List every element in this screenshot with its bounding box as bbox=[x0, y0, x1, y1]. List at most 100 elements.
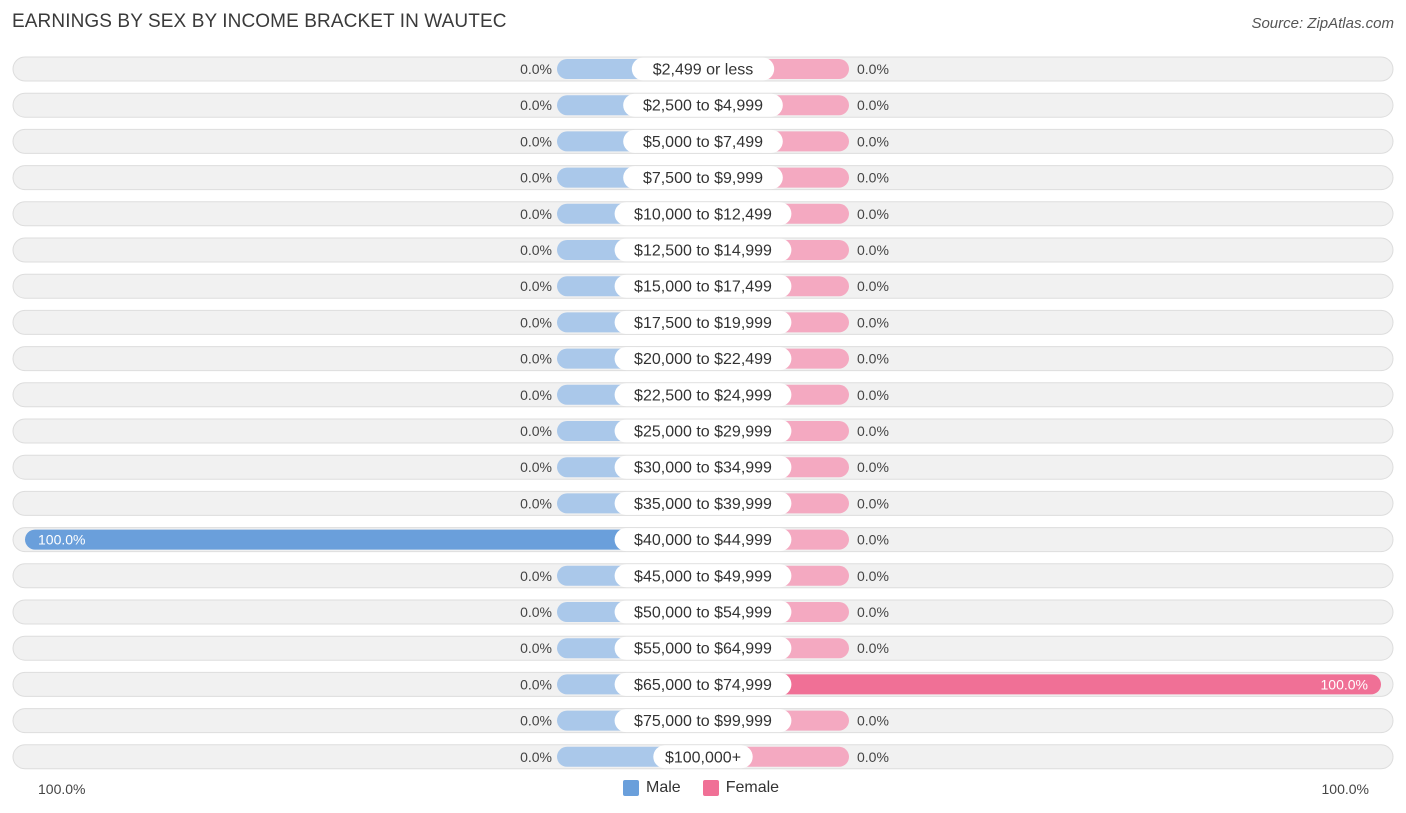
male-value-label: 0.0% bbox=[520, 713, 552, 729]
category-label: $45,000 to $49,999 bbox=[634, 568, 772, 585]
female-value-label: 0.0% bbox=[857, 351, 889, 367]
category-label: $35,000 to $39,999 bbox=[634, 496, 772, 513]
female-value-label: 0.0% bbox=[857, 423, 889, 439]
category-label: $100,000+ bbox=[665, 749, 741, 766]
category-label: $10,000 to $12,499 bbox=[634, 206, 772, 223]
legend-swatch-female bbox=[702, 780, 719, 796]
source-label: Source: ZipAtlas.com bbox=[1251, 15, 1394, 32]
chart-title: EARNINGS BY SEX BY INCOME BRACKET IN WAU… bbox=[12, 11, 507, 32]
category-label: $50,000 to $54,999 bbox=[634, 605, 772, 622]
category-label-box bbox=[614, 709, 792, 733]
category-label: $7,500 to $9,999 bbox=[643, 170, 763, 187]
category-label: $65,000 to $74,999 bbox=[634, 677, 772, 694]
female-value-label: 100.0% bbox=[1321, 676, 1368, 692]
bar-row: 0.0% 0.0% $25,000 to $29,999 bbox=[12, 418, 1394, 444]
female-value-label: 0.0% bbox=[857, 387, 889, 403]
female-value-label: 0.0% bbox=[857, 568, 889, 584]
legend-item-male: Male bbox=[623, 779, 681, 797]
category-label: $55,000 to $64,999 bbox=[634, 641, 772, 658]
category-label-box bbox=[614, 636, 792, 660]
bar-row: 0.0% 0.0% $22,500 to $24,999 bbox=[12, 382, 1394, 408]
category-label: $20,000 to $22,499 bbox=[634, 351, 772, 368]
female-value-label: 0.0% bbox=[857, 97, 889, 113]
category-label: $22,500 to $24,999 bbox=[634, 387, 772, 404]
bar-row: 0.0% 0.0% $15,000 to $17,499 bbox=[12, 273, 1394, 299]
category-label: $75,000 to $99,999 bbox=[634, 713, 772, 730]
legend-item-female: Female bbox=[702, 779, 780, 797]
category-label: $2,499 or less bbox=[653, 62, 754, 79]
category-label-box bbox=[614, 383, 792, 407]
male-value-label: 0.0% bbox=[520, 749, 552, 765]
male-value-label: 0.0% bbox=[520, 423, 552, 439]
bar-row: 0.0% 0.0% $5,000 to $7,499 bbox=[12, 128, 1394, 154]
category-label-box bbox=[653, 745, 753, 769]
female-value-label: 0.0% bbox=[857, 242, 889, 258]
bar-row: 0.0% 0.0% $2,500 to $4,999 bbox=[12, 92, 1394, 118]
category-label-box bbox=[614, 202, 792, 226]
category-label-box bbox=[614, 238, 792, 262]
male-value-label: 0.0% bbox=[520, 676, 552, 692]
bar-row: 0.0% 0.0% $10,000 to $12,499 bbox=[12, 201, 1394, 227]
category-label-box bbox=[614, 528, 792, 552]
male-value-label: 0.0% bbox=[520, 61, 552, 77]
bar-row: 0.0% 0.0% $45,000 to $49,999 bbox=[12, 563, 1394, 589]
bar-row: 100.0% 0.0% $40,000 to $44,999 bbox=[12, 527, 1394, 553]
legend: Male Female bbox=[623, 779, 779, 797]
male-value-label: 0.0% bbox=[520, 133, 552, 149]
bar-row: 0.0% 0.0% $75,000 to $99,999 bbox=[12, 708, 1394, 734]
female-value-label: 0.0% bbox=[857, 459, 889, 475]
bar-row: 0.0% 0.0% $7,500 to $9,999 bbox=[12, 165, 1394, 191]
female-value-label: 0.0% bbox=[857, 278, 889, 294]
category-label-box bbox=[614, 310, 792, 334]
legend-label-male: Male bbox=[646, 779, 681, 796]
category-label: $2,500 to $4,999 bbox=[643, 98, 763, 115]
bar-row: 0.0% 0.0% $17,500 to $19,999 bbox=[12, 309, 1394, 335]
male-value-label: 100.0% bbox=[38, 532, 85, 548]
male-value-label: 0.0% bbox=[520, 459, 552, 475]
category-label-box bbox=[614, 274, 792, 298]
category-label: $15,000 to $17,499 bbox=[634, 279, 772, 296]
male-value-label: 0.0% bbox=[520, 314, 552, 330]
legend-label-female: Female bbox=[725, 779, 780, 796]
male-value-label: 0.0% bbox=[520, 351, 552, 367]
bar-row: 0.0% 0.0% $30,000 to $34,999 bbox=[12, 454, 1394, 480]
category-label-box bbox=[631, 57, 775, 81]
female-value-label: 0.0% bbox=[857, 133, 889, 149]
male-value-label: 0.0% bbox=[520, 242, 552, 258]
bar-row: 0.0% 0.0% $100,000+ bbox=[12, 744, 1394, 770]
male-value-label: 0.0% bbox=[520, 604, 552, 620]
category-label-box bbox=[614, 491, 792, 515]
male-value-label: 0.0% bbox=[520, 278, 552, 294]
axis-left-label: 100.0% bbox=[38, 781, 86, 797]
category-label-box bbox=[623, 166, 783, 190]
male-value-label: 0.0% bbox=[520, 568, 552, 584]
bar-row: 0.0% 0.0% $12,500 to $14,999 bbox=[12, 237, 1394, 263]
category-label: $17,500 to $19,999 bbox=[634, 315, 772, 332]
female-value-label: 0.0% bbox=[857, 749, 889, 765]
category-label: $25,000 to $29,999 bbox=[634, 424, 772, 441]
axis-right-label: 100.0% bbox=[1321, 781, 1369, 797]
female-value-label: 0.0% bbox=[857, 314, 889, 330]
female-value-label: 0.0% bbox=[857, 713, 889, 729]
female-value-label: 0.0% bbox=[857, 61, 889, 77]
male-value-label: 0.0% bbox=[520, 640, 552, 656]
category-label: $30,000 to $34,999 bbox=[634, 460, 772, 477]
legend-swatch-male bbox=[623, 780, 639, 796]
category-label-box bbox=[614, 419, 792, 443]
male-value-label: 0.0% bbox=[520, 206, 552, 222]
female-value-label: 0.0% bbox=[857, 206, 889, 222]
category-label-box bbox=[614, 600, 792, 624]
category-label-box bbox=[614, 564, 792, 588]
category-label: $40,000 to $44,999 bbox=[634, 532, 772, 549]
category-label-box bbox=[614, 347, 792, 371]
female-value-label: 0.0% bbox=[857, 170, 889, 186]
bar-row: 0.0% 0.0% $55,000 to $64,999 bbox=[12, 635, 1394, 661]
bar-row: 0.0% 100.0% $65,000 to $74,999 bbox=[12, 671, 1394, 697]
male-bar bbox=[25, 529, 703, 550]
male-value-label: 0.0% bbox=[520, 97, 552, 113]
category-label-box bbox=[623, 129, 783, 153]
female-value-label: 0.0% bbox=[857, 532, 889, 548]
bar-row: 0.0% 0.0% $20,000 to $22,499 bbox=[12, 346, 1394, 372]
female-bar bbox=[703, 674, 1381, 695]
